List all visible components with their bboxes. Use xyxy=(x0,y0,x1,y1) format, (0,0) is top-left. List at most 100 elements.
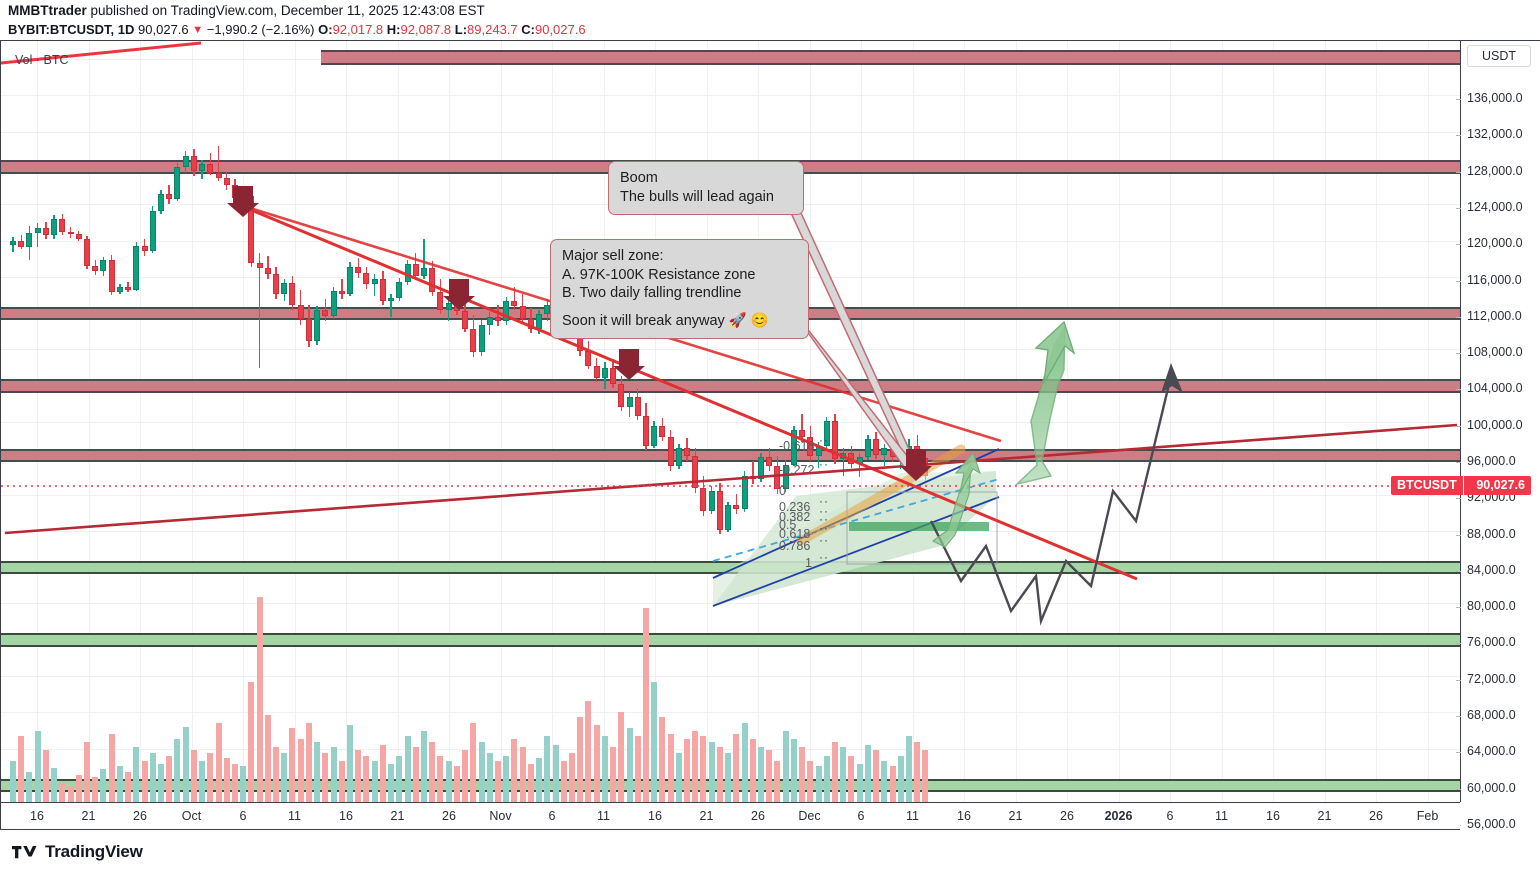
price-tick-dash xyxy=(1456,498,1461,500)
price-tick-dash xyxy=(1456,679,1461,681)
volume-bar xyxy=(396,755,403,802)
gridline-h xyxy=(1,748,1460,750)
candle-body xyxy=(289,283,296,305)
price-tick-dash xyxy=(1456,425,1461,427)
chart-pane[interactable]: Vol · BTC xyxy=(0,40,1460,802)
candle-wick xyxy=(373,274,376,296)
candle-body xyxy=(766,457,773,467)
candle-body xyxy=(684,448,691,457)
volume-bar xyxy=(807,761,814,802)
candle-wick xyxy=(858,452,861,478)
price-axis-unit: USDT xyxy=(1467,45,1531,67)
candle-body xyxy=(273,274,280,295)
drawings-overlay xyxy=(1,41,1460,626)
sellzone-line-2: A. 97K-100K Resistance zone xyxy=(562,266,756,283)
candle-body xyxy=(182,156,189,168)
candle xyxy=(157,41,164,802)
volume-bar xyxy=(889,766,896,802)
high-label: H: xyxy=(386,22,401,37)
sell-marker-2 xyxy=(443,279,475,310)
candle xyxy=(42,41,49,802)
zone-support-72k[interactable] xyxy=(1,633,1460,647)
price-tick: 112,000.0 xyxy=(1467,308,1522,323)
price-tick-dash xyxy=(1456,607,1461,609)
mini-support-box xyxy=(849,522,989,531)
sell-zone-callout[interactable]: Major sell zone: A. 97K-100K Resistance … xyxy=(550,239,809,340)
candle-body xyxy=(421,267,427,276)
candle xyxy=(355,41,362,802)
fib-level-dots: ·· xyxy=(819,478,829,492)
fib-level-label: -0.272 xyxy=(779,463,815,477)
time-tick: 26 xyxy=(1060,809,1074,823)
candle xyxy=(601,41,608,802)
close-value: 90,027.6 xyxy=(534,22,586,37)
candle xyxy=(75,41,82,802)
tradingview-logo[interactable]: TradingView xyxy=(12,842,143,862)
candle xyxy=(881,41,888,802)
volume-bar xyxy=(26,771,33,802)
candle-body xyxy=(347,266,354,295)
volume-bar xyxy=(462,750,469,802)
candle-body xyxy=(42,227,49,236)
price-tick: 60,000.0 xyxy=(1467,780,1516,795)
current-price-badge[interactable]: BTCUSDT 90,027.6 xyxy=(1391,476,1531,495)
candle xyxy=(873,41,880,802)
candle-body xyxy=(67,232,74,235)
candle-body xyxy=(864,439,871,458)
candle-body xyxy=(823,421,830,447)
candle-body xyxy=(782,464,789,490)
candle xyxy=(651,41,658,802)
candle-wick xyxy=(36,223,39,247)
time-tick: 16 xyxy=(957,809,971,823)
candle-body xyxy=(700,488,707,511)
price-tick-dash xyxy=(1456,643,1461,645)
volume-bar xyxy=(494,761,501,802)
candle xyxy=(642,41,649,802)
forecast-zigzag xyxy=(929,375,1173,626)
volume-bar xyxy=(34,730,41,802)
volume-bar xyxy=(659,717,666,802)
candle-body xyxy=(116,286,123,293)
volume-bar xyxy=(922,750,929,802)
volume-bar xyxy=(273,747,280,802)
candle-body xyxy=(716,490,723,530)
candle-body xyxy=(445,303,452,311)
chart-header: MMBTtrader published on TradingView.com,… xyxy=(0,0,1540,40)
volume-bar xyxy=(601,736,608,802)
candle-body xyxy=(59,218,66,233)
volume-bar xyxy=(897,755,904,802)
price-tick-dash xyxy=(1456,135,1461,137)
price-tick-dash xyxy=(1456,716,1461,717)
price-tick: 88,000.0 xyxy=(1467,526,1516,541)
symbol-label[interactable]: BYBIT:BTCUSDT, 1D xyxy=(8,22,135,37)
candle xyxy=(832,41,838,802)
gridline-h xyxy=(1,349,1460,351)
time-axis[interactable]: 16 21 26 Oct 6 11 16 21 26 Nov 6 11 16 21 26 Dec 6 11 16 21… xyxy=(0,802,1460,830)
time-tick: 16 xyxy=(30,809,44,823)
candle-body xyxy=(322,310,329,316)
zone-resistance-136k[interactable] xyxy=(321,50,1460,65)
rising-channel-fill-2 xyxy=(713,471,996,606)
candle xyxy=(34,41,41,802)
zone-resistance-100k[interactable] xyxy=(1,379,1460,393)
candle-wick xyxy=(341,278,343,299)
candle xyxy=(100,41,107,802)
price-axis[interactable]: USDT 136,000.0 132,000.0 128,000.0 124,000.… xyxy=(1391,40,1540,831)
candle xyxy=(667,41,674,802)
candle-body xyxy=(511,301,518,306)
candle-body xyxy=(256,263,263,268)
candle xyxy=(83,41,90,802)
candle-body xyxy=(593,365,600,378)
fib-retracement-box xyxy=(846,491,998,565)
sellzone-line-1: Major sell zone: xyxy=(562,248,664,264)
low-label: L: xyxy=(454,22,468,37)
candle-body xyxy=(388,297,395,302)
candle-body xyxy=(832,421,838,460)
volume-bar xyxy=(429,741,436,802)
candle xyxy=(223,41,230,802)
candle xyxy=(733,41,740,802)
candle-body xyxy=(371,278,378,285)
fib-level-label: -0.618 xyxy=(779,439,815,453)
volume-bar xyxy=(67,785,74,802)
boom-callout[interactable]: Boom The bulls will lead again xyxy=(608,161,804,216)
